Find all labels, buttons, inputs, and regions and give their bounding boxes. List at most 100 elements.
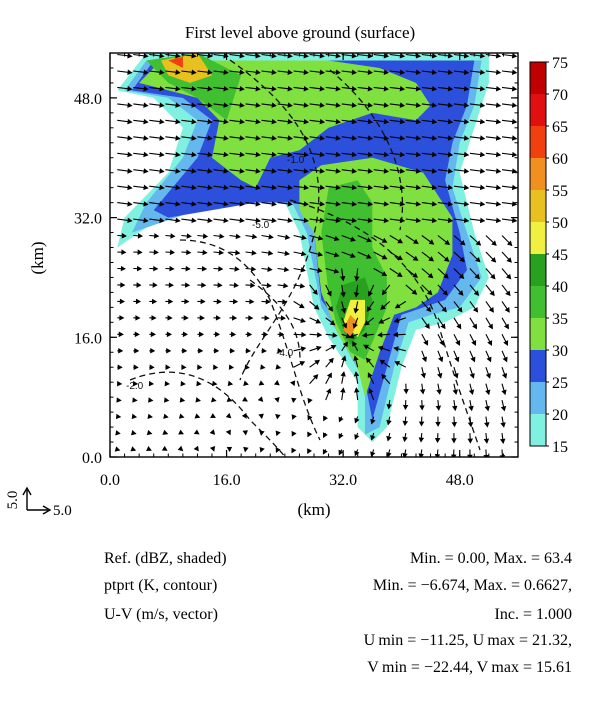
wind-vector-head	[506, 240, 513, 247]
wind-vector-head	[191, 168, 197, 174]
wind-vector-head	[415, 184, 422, 191]
wind-vector-head	[420, 372, 426, 379]
wind-vector-head	[255, 118, 261, 125]
reflectivity-region	[321, 180, 387, 360]
wind-vector-head	[250, 282, 256, 289]
wind-vector-head	[319, 53, 325, 59]
wind-vector-head	[143, 53, 149, 59]
wind-vector-head	[490, 257, 497, 263]
wind-vector-head	[291, 430, 297, 437]
wind-vector-head	[275, 364, 282, 370]
wind-vector-head	[431, 135, 438, 141]
wind-vector-head	[178, 429, 184, 435]
colorbar-segment	[530, 126, 546, 158]
wind-vector-head	[242, 396, 248, 402]
wind-vector-head	[479, 135, 486, 141]
wind-vector-head	[251, 233, 258, 240]
wind-vector-head	[415, 168, 422, 174]
wind-vector-head	[287, 135, 293, 141]
wind-vector-head	[179, 397, 186, 403]
colorbar-segment	[530, 190, 546, 222]
wind-vector-head	[333, 252, 340, 258]
wind-vector-head	[163, 413, 169, 419]
wind-vector-head	[484, 405, 490, 412]
colorbar-segment	[530, 350, 546, 382]
wind-vector-head	[168, 282, 174, 288]
x-tick-label: 48.0	[446, 472, 474, 489]
wind-vector-head	[223, 217, 229, 224]
wind-vector-head	[468, 389, 475, 396]
reflectivity-shading	[117, 53, 489, 442]
wind-vector-head	[244, 364, 250, 370]
wind-vector-head	[241, 412, 247, 419]
wind-vector-head	[495, 86, 502, 92]
wind-vector-head	[368, 388, 374, 394]
wind-vector-head	[367, 151, 374, 158]
wind-vector-head	[367, 290, 373, 297]
wind-vector-head	[191, 53, 197, 59]
wind-vector-head	[287, 201, 293, 207]
wind-vector-head	[367, 118, 374, 125]
wind-vector-head	[232, 298, 239, 305]
wind-vector-head	[303, 135, 309, 141]
wind-vectors	[114, 53, 518, 457]
colorbar: 75 70 65 60 55 50 45 40 35 30 25 20 15	[529, 55, 568, 456]
wind-vector-head	[415, 53, 422, 59]
wind-vector-head	[472, 323, 478, 330]
wind-vector-head	[501, 373, 508, 379]
wind-vector-head	[153, 265, 159, 272]
wind-vector-head	[159, 86, 165, 92]
wind-vector-head	[161, 445, 168, 451]
wind-vector-head	[326, 290, 332, 297]
wind-vector-head	[271, 217, 277, 224]
wind-vector-head	[504, 307, 510, 313]
wind-vector-head	[251, 250, 257, 256]
wind-vector-head	[195, 397, 201, 403]
wind-vector-head	[255, 168, 261, 174]
contour-label: -2.0	[126, 381, 144, 392]
wind-vector-head	[386, 419, 392, 426]
wind-vector-head	[287, 168, 293, 174]
wind-vector-head	[287, 184, 293, 191]
wind-vector-head	[319, 135, 325, 141]
wind-vector-head	[303, 86, 309, 92]
wind-vector-head	[511, 53, 518, 59]
wind-vector-head	[118, 331, 124, 338]
colorbar-segment	[530, 382, 546, 414]
wind-vector-head	[447, 217, 454, 224]
wind-vector-head	[350, 252, 356, 259]
x-axis-label: (km)	[297, 500, 330, 519]
wind-vector-head	[317, 267, 323, 274]
wind-vector-head	[444, 239, 451, 246]
wind-vector-head	[431, 151, 438, 158]
wind-vector-head	[215, 315, 221, 321]
contour-line	[179, 239, 321, 441]
wind-vector-head	[300, 267, 306, 273]
wind-vector-head	[159, 102, 165, 108]
wind-vector-head	[366, 306, 372, 312]
wind-vector-head	[313, 304, 320, 310]
wind-vector-head	[207, 135, 213, 141]
wind-vector-head	[421, 356, 428, 363]
wind-vector-head	[397, 238, 404, 244]
wind-vector-head	[303, 201, 309, 207]
wind-vector-head	[447, 102, 454, 108]
wind-vector-head	[319, 102, 325, 108]
wind-vector-head	[397, 255, 403, 261]
colorbar-label: 70	[552, 87, 568, 104]
wind-vector-head	[511, 69, 518, 75]
wind-vector-head	[447, 118, 454, 125]
contour-labels: -2.0 -1.0 -4.0 -5.0	[126, 155, 305, 392]
wind-vector-head	[451, 438, 457, 444]
wind-vector-head	[303, 217, 309, 224]
wind-vector-head	[207, 201, 213, 207]
wind-vector-head	[314, 359, 321, 365]
wind-vector-head	[239, 118, 245, 125]
wind-vector-head	[279, 331, 285, 338]
wind-vector-head	[393, 346, 399, 352]
wind-vector-head	[307, 448, 312, 455]
wind-vector-head	[217, 282, 223, 288]
wind-vector-head	[267, 266, 273, 272]
wind-vector-head	[268, 234, 274, 240]
wind-vector-head	[127, 86, 133, 92]
